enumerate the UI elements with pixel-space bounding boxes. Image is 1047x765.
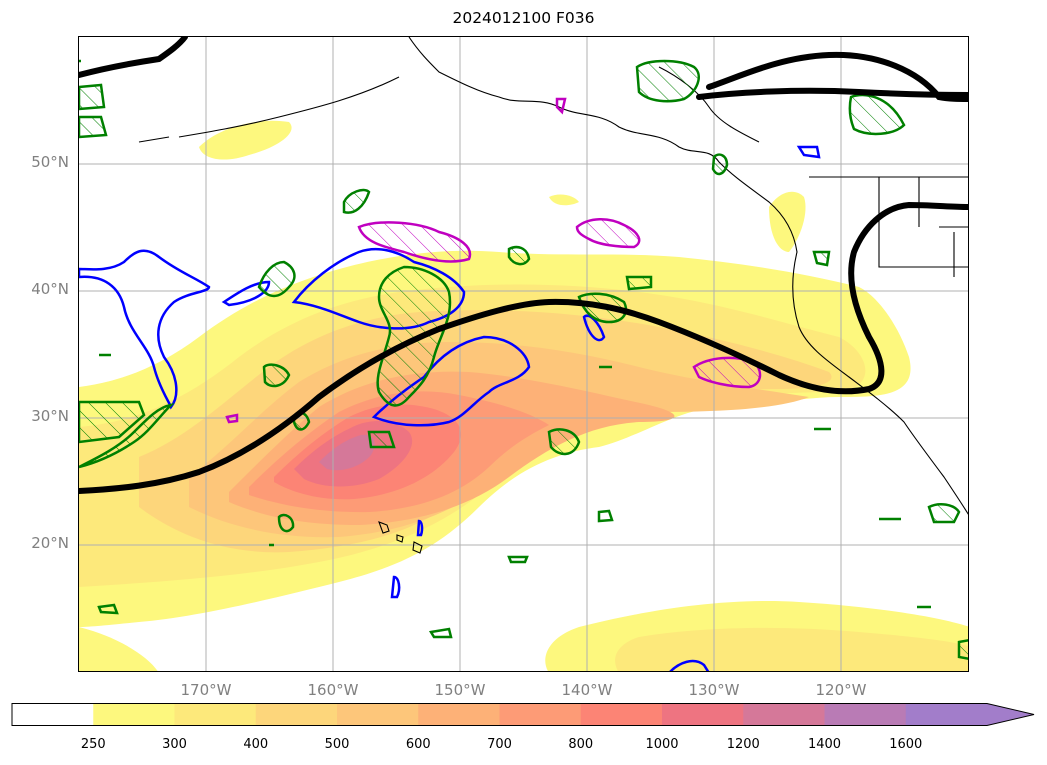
colorbar-segment bbox=[255, 703, 338, 726]
lat-label-50n: 50°N bbox=[31, 153, 69, 171]
lon-label-140w: 140°W bbox=[561, 681, 613, 699]
green-contours bbox=[79, 59, 968, 660]
colorbar-tick-label: 1000 bbox=[645, 737, 679, 752]
lat-label-30n: 30°N bbox=[31, 407, 69, 425]
lon-label-120w: 120°W bbox=[815, 681, 867, 699]
colorbar-tick-label: 300 bbox=[162, 737, 187, 752]
colorbar-tick-label: 600 bbox=[405, 737, 431, 752]
lon-label-160w: 160°W bbox=[307, 681, 359, 699]
colorbar-tick-label: 1200 bbox=[726, 737, 760, 752]
lon-label-170w: 170°W bbox=[180, 681, 232, 699]
colorbar-segment bbox=[93, 703, 175, 726]
colorbar bbox=[11, 703, 1035, 726]
colorbar-segment bbox=[499, 703, 582, 726]
lat-label-40n: 40°N bbox=[31, 280, 69, 298]
colorbar-tick-label: 500 bbox=[324, 737, 350, 752]
ivt-shading bbox=[79, 120, 968, 671]
jet-axis-lines bbox=[79, 37, 968, 494]
colorbar-segment bbox=[580, 703, 663, 726]
colorbar-tick-label: 400 bbox=[243, 737, 269, 752]
colorbar-segment bbox=[662, 703, 744, 726]
colorbar-segment bbox=[418, 703, 500, 726]
colorbar-tick-label: 1400 bbox=[807, 737, 842, 752]
colorbar-tick-label: 700 bbox=[487, 737, 512, 752]
map-gridlines bbox=[79, 37, 968, 671]
lon-label-130w: 130°W bbox=[688, 681, 740, 699]
colorbar-segment bbox=[174, 703, 257, 726]
colorbar-segment bbox=[824, 703, 907, 726]
lat-label-20n: 20°N bbox=[31, 534, 69, 552]
colorbar-segment bbox=[743, 703, 825, 726]
plot-title: 2024012100 F036 bbox=[452, 9, 595, 27]
coastlines bbox=[138, 37, 968, 554]
colorbar-tick-label: 800 bbox=[568, 737, 594, 752]
map-panel bbox=[78, 36, 969, 672]
colorbar-tick-label: 1600 bbox=[889, 737, 923, 752]
colorbar-segment bbox=[337, 703, 419, 726]
colorbar-extend-arrow bbox=[987, 703, 1034, 726]
colorbar-segment bbox=[905, 703, 988, 726]
lon-label-150w: 150°W bbox=[434, 681, 486, 699]
colorbar-tick-label: 250 bbox=[80, 737, 106, 752]
magenta-contours bbox=[225, 97, 762, 424]
colorbar-segment bbox=[12, 703, 94, 726]
